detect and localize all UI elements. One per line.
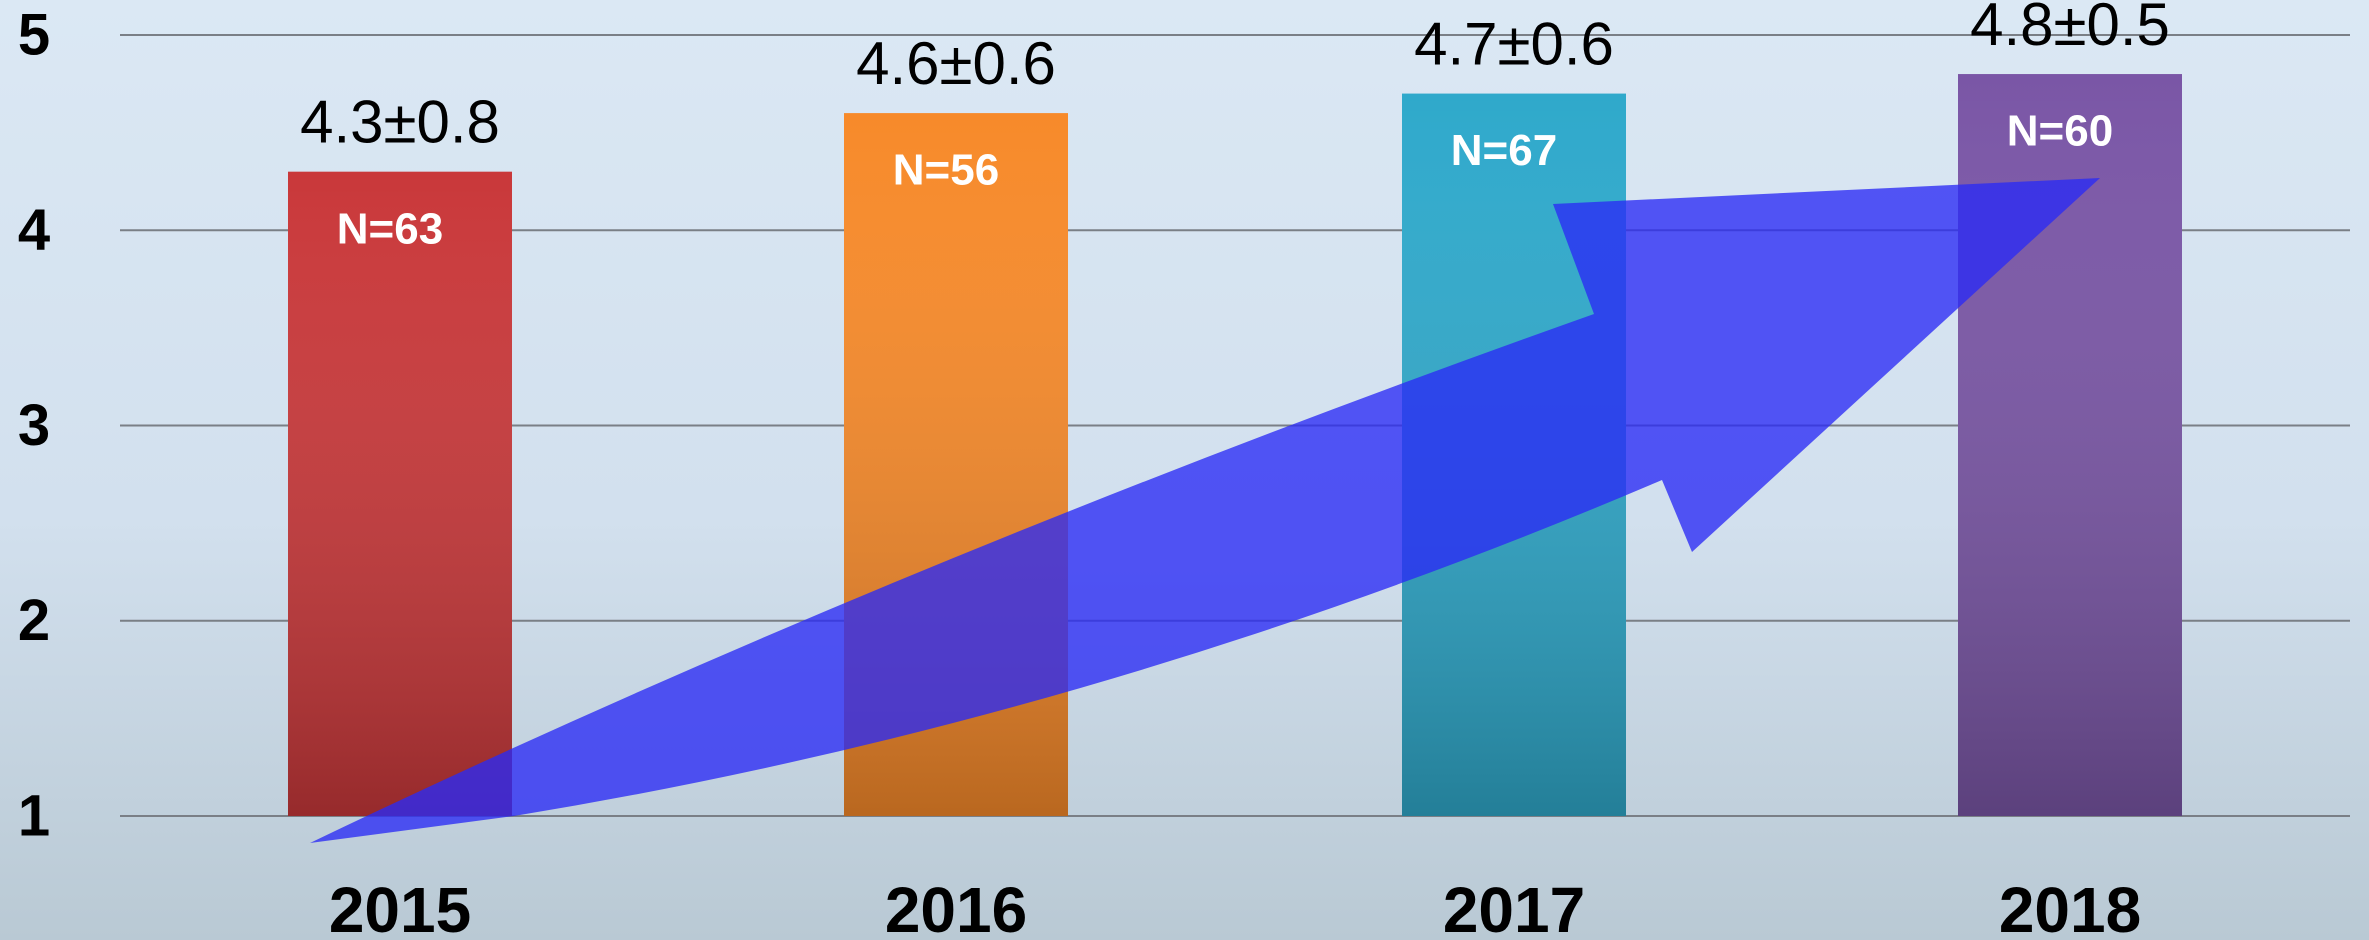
bar-shade [288, 171, 512, 817]
x-tick-label: 2015 [329, 874, 471, 940]
y-tick-label: 2 [18, 588, 50, 653]
value-label: 4.7±0.6 [1414, 10, 1614, 77]
y-tick-label: 5 [18, 2, 50, 67]
n-label: N=67 [1451, 126, 1557, 175]
n-label: N=60 [2007, 107, 2113, 156]
x-tick-label: 2016 [885, 874, 1027, 940]
y-tick-label: 3 [18, 393, 50, 458]
value-label: 4.8±0.5 [1970, 0, 2170, 58]
trend-arrow [310, 178, 2100, 843]
value-label: 4.3±0.8 [300, 89, 500, 156]
value-label: 4.6±0.6 [856, 30, 1056, 97]
y-tick-label: 4 [18, 198, 50, 263]
n-label: N=63 [337, 204, 443, 253]
x-tick-label: 2017 [1443, 874, 1585, 940]
y-tick-label: 1 [18, 783, 50, 848]
x-tick-label: 2018 [1999, 874, 2141, 940]
n-label: N=56 [893, 146, 999, 195]
